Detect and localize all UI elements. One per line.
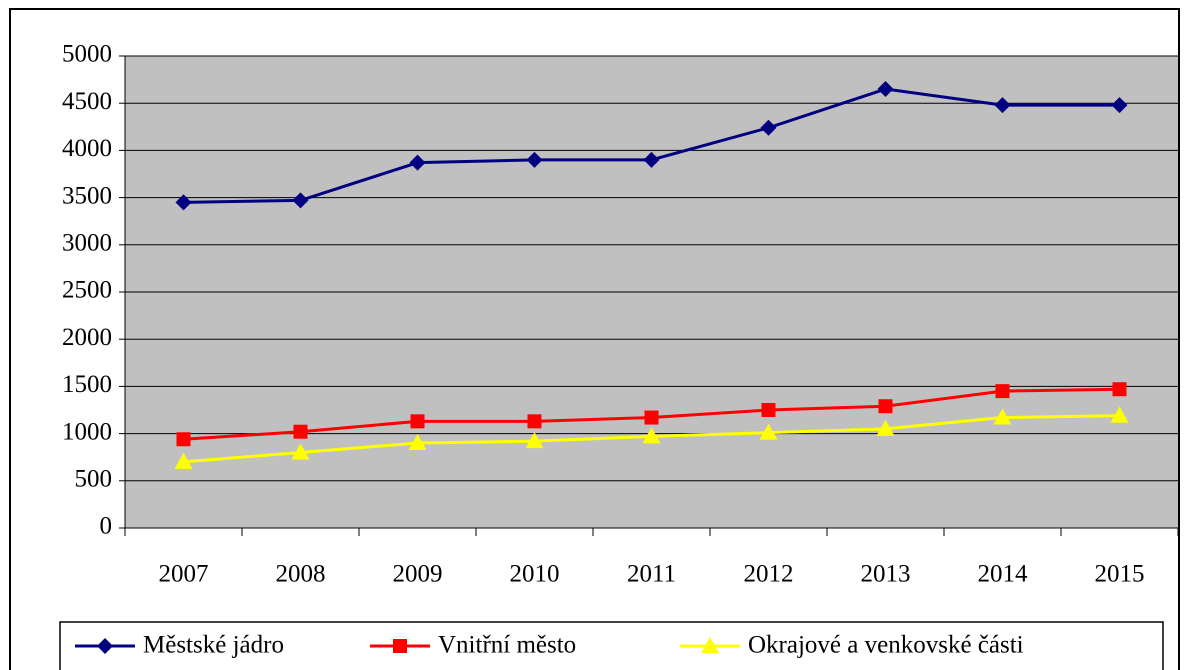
marker bbox=[876, 419, 895, 436]
marker bbox=[1110, 406, 1129, 423]
marker bbox=[527, 414, 542, 429]
x-tick-label: 2009 bbox=[393, 561, 443, 588]
x-tick-label: 2010 bbox=[510, 561, 560, 588]
y-tick-label: 2000 bbox=[62, 324, 112, 351]
marker bbox=[761, 403, 776, 417]
marker bbox=[97, 638, 113, 654]
x-tick-label: 2012 bbox=[744, 561, 794, 588]
marker bbox=[642, 427, 661, 444]
marker bbox=[1111, 97, 1128, 114]
y-tick-label: 4000 bbox=[62, 135, 112, 162]
marker bbox=[525, 432, 544, 449]
y-tick-label: 5000 bbox=[62, 41, 112, 68]
legend-label: Vnitřní město bbox=[438, 632, 576, 659]
marker bbox=[409, 154, 426, 171]
marker bbox=[759, 423, 778, 440]
marker bbox=[293, 424, 308, 439]
marker bbox=[994, 97, 1011, 114]
marker bbox=[174, 452, 193, 469]
marker bbox=[643, 151, 660, 168]
marker bbox=[410, 414, 425, 429]
x-tick-label: 2014 bbox=[978, 561, 1029, 588]
x-tick-label: 2013 bbox=[861, 561, 911, 588]
y-tick-label: 4500 bbox=[62, 88, 112, 115]
legend-box bbox=[59, 621, 1164, 670]
y-tick-label: 3500 bbox=[62, 182, 112, 209]
marker bbox=[878, 399, 893, 414]
x-tick-label: 2008 bbox=[276, 561, 326, 588]
x-tick-label: 2015 bbox=[1095, 561, 1145, 588]
marker bbox=[393, 639, 407, 653]
y-tick-label: 1000 bbox=[62, 418, 112, 445]
y-tick-label: 2500 bbox=[62, 277, 112, 304]
marker bbox=[760, 119, 777, 136]
marker bbox=[292, 192, 309, 209]
marker bbox=[176, 432, 191, 447]
marker bbox=[877, 81, 894, 98]
marker bbox=[701, 637, 719, 653]
x-tick-label: 2011 bbox=[627, 561, 676, 588]
x-tick-label: 2007 bbox=[159, 561, 209, 588]
marker bbox=[291, 443, 310, 460]
marker bbox=[175, 194, 192, 211]
y-tick-label: 3000 bbox=[62, 230, 112, 257]
marker bbox=[1112, 382, 1127, 397]
marker bbox=[408, 434, 427, 451]
legend-label: Městské jádro bbox=[143, 632, 284, 659]
marker bbox=[995, 384, 1010, 399]
marker bbox=[993, 408, 1012, 425]
y-tick-label: 500 bbox=[75, 466, 113, 493]
marker bbox=[526, 151, 543, 168]
y-tick-label: 0 bbox=[100, 513, 113, 540]
marker bbox=[644, 410, 659, 425]
y-tick-label: 1500 bbox=[62, 371, 112, 398]
legend-label: Okrajové a venkovské části bbox=[748, 632, 1024, 659]
